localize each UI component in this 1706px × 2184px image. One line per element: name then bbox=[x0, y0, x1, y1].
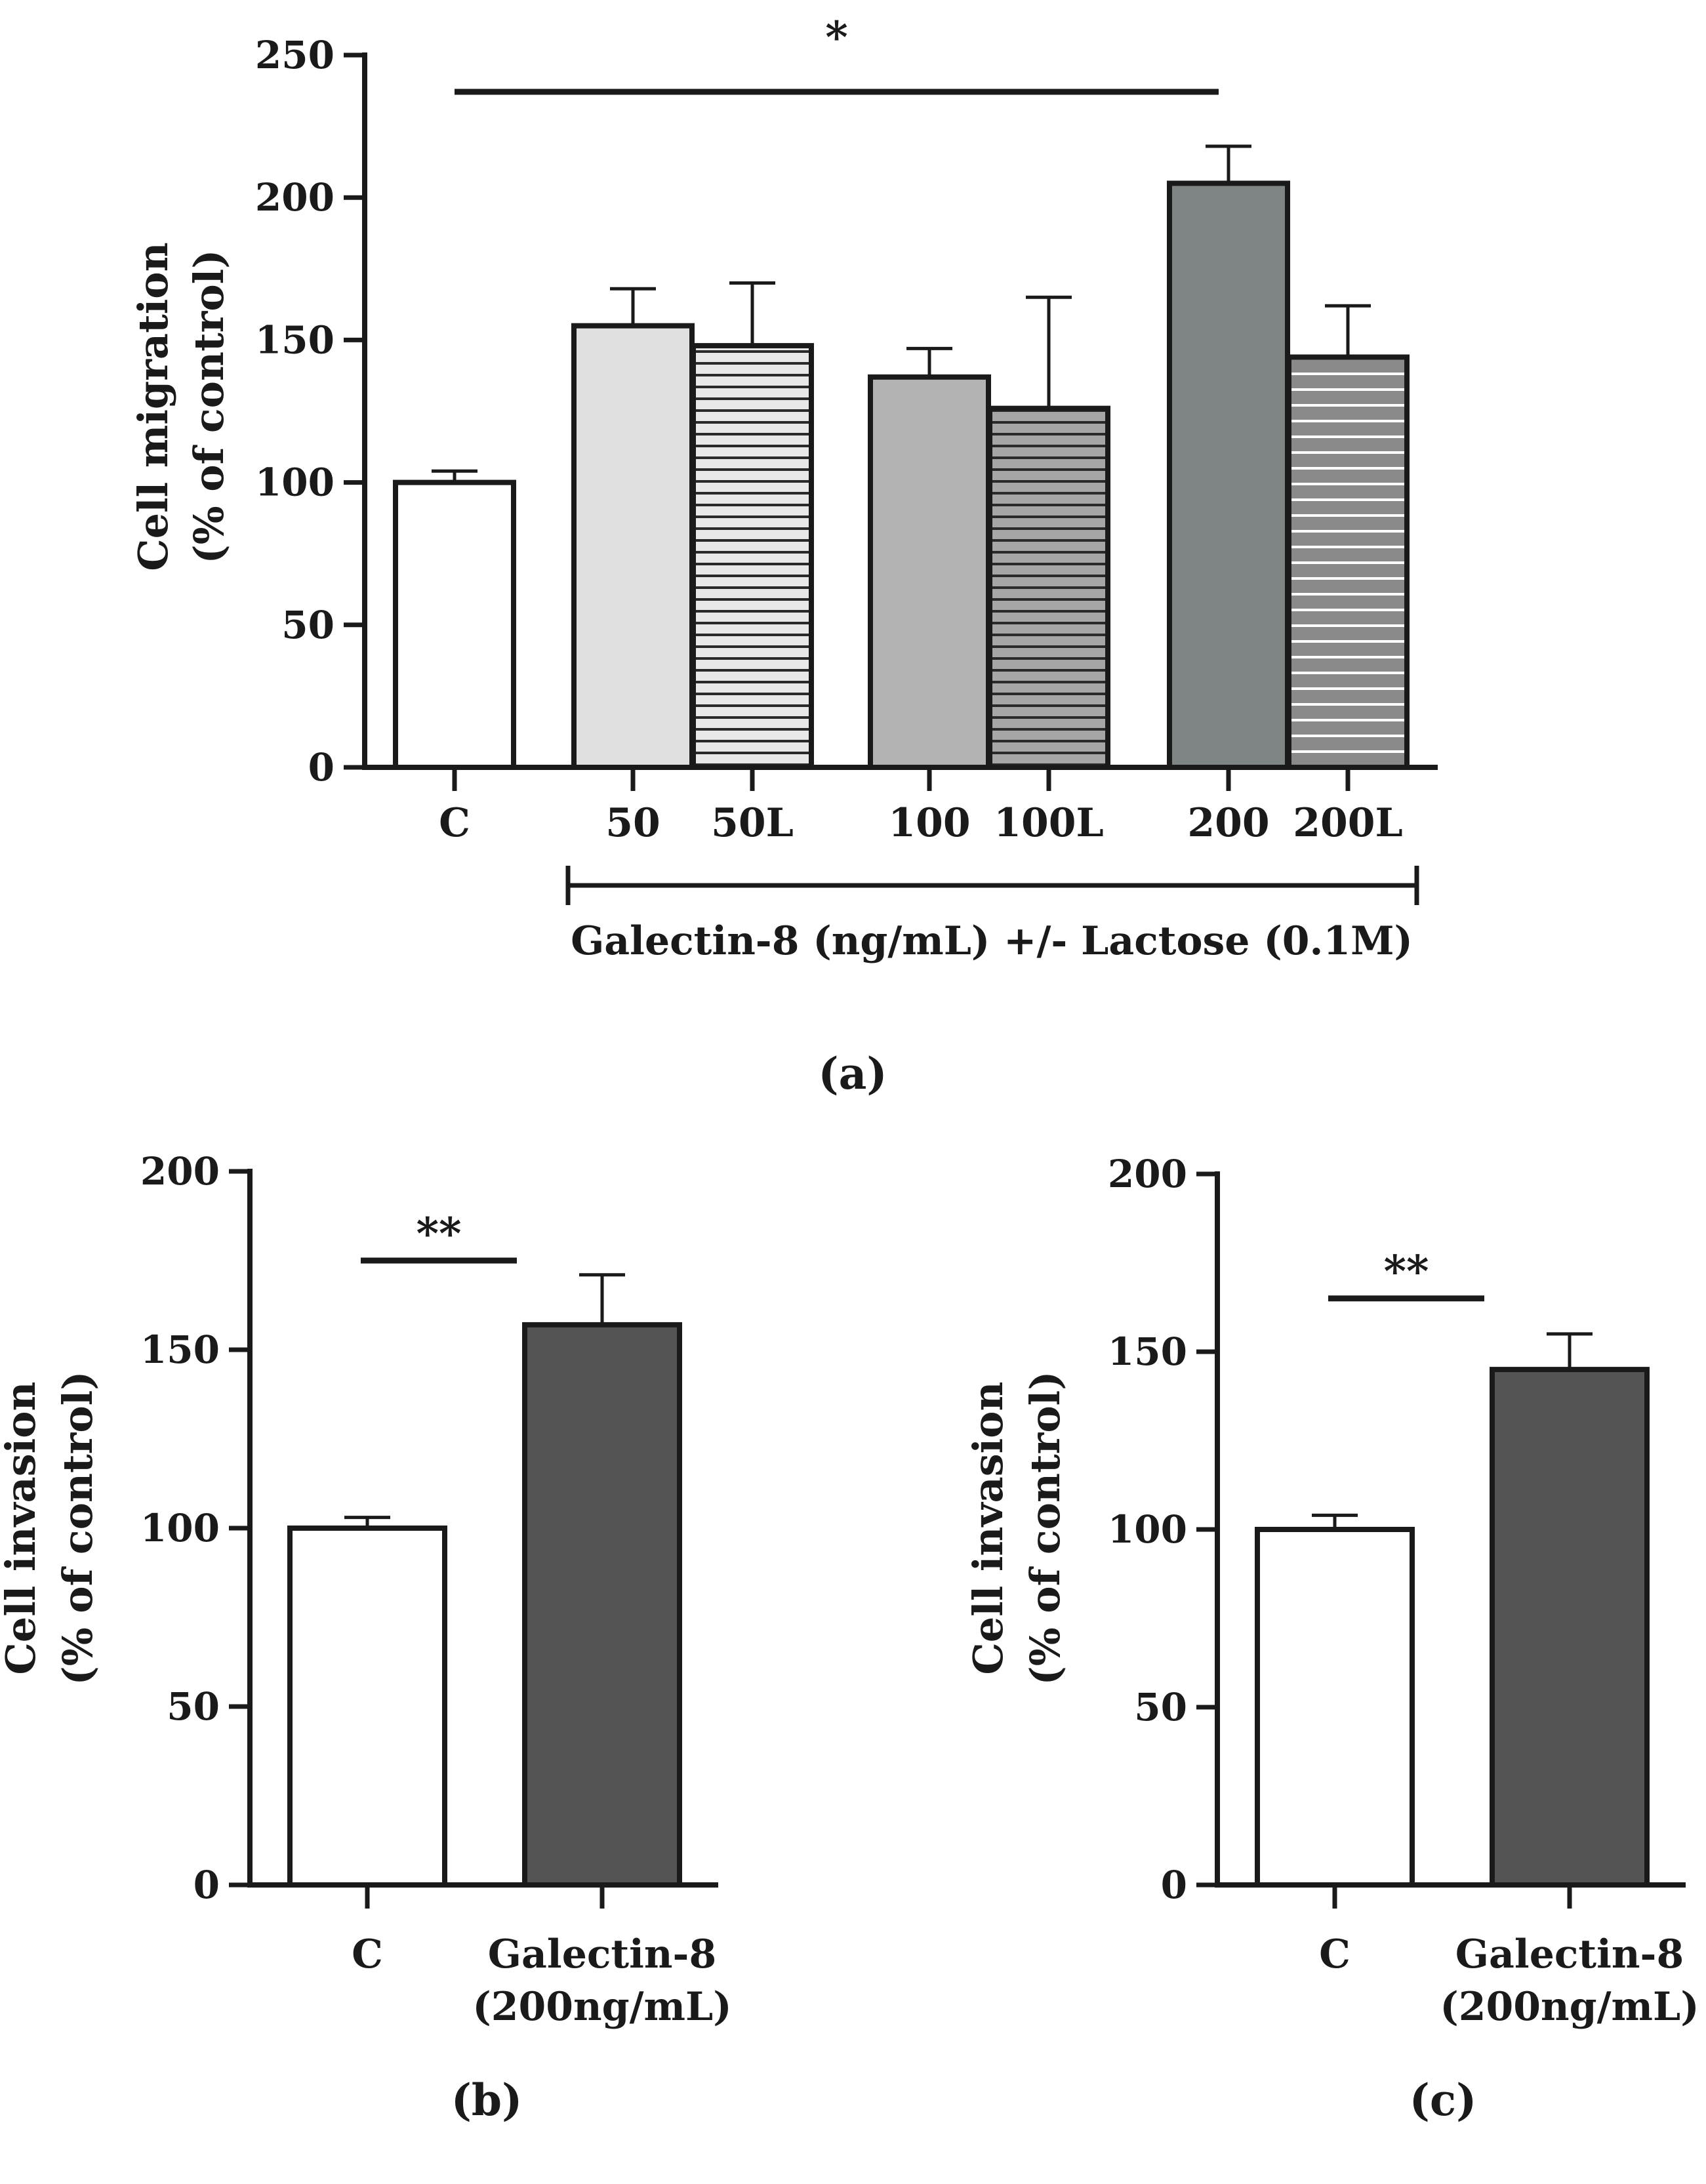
x-tick-label: 200 bbox=[1187, 800, 1269, 846]
y-axis-title: (% of control) bbox=[185, 249, 233, 563]
bar-C bbox=[287, 1526, 447, 1888]
x-tick-sublabel: (200ng/mL) bbox=[1440, 1984, 1699, 2030]
bar-200 bbox=[1167, 180, 1290, 771]
y-tick-label: 50 bbox=[1134, 1685, 1187, 1729]
panel-label: (b) bbox=[451, 2074, 523, 2126]
bar-C bbox=[393, 479, 516, 770]
y-tick-label: 150 bbox=[255, 317, 335, 362]
chart-panel-a: 0 50 100 150 200 250 C 50 50L 100 100L 200 200L Cell … bbox=[129, 12, 1438, 1099]
bar-100L bbox=[987, 405, 1110, 770]
y-tick-label: 0 bbox=[1161, 1863, 1187, 1907]
y-tick-label: 100 bbox=[1108, 1507, 1187, 1552]
bar-50 bbox=[571, 323, 695, 770]
bar-Galectin-8 bbox=[522, 1322, 682, 1888]
chart-panel-c: 0 50 100 150 200 C Galectin-8 (200ng/mL) Cell in… bbox=[964, 1152, 1699, 2126]
bar-50L bbox=[691, 343, 814, 770]
x-tick-label: C bbox=[439, 800, 470, 846]
x-tick-sublabel: (200ng/mL) bbox=[472, 1984, 731, 2030]
y-axis-title: (% of control) bbox=[1021, 1371, 1069, 1685]
group-bracket-label: Galectin-8 (ng/mL) +/- Lactose (0.1M) bbox=[571, 918, 1413, 964]
x-tick-label: 200L bbox=[1293, 800, 1402, 846]
y-tick-label: 200 bbox=[140, 1149, 220, 1194]
y-tick-label: 150 bbox=[1108, 1329, 1187, 1374]
y-tick-label: 250 bbox=[255, 33, 335, 77]
bar-C bbox=[1255, 1527, 1415, 1888]
y-tick-label: 100 bbox=[140, 1506, 220, 1550]
x-tick-label: 50L bbox=[711, 800, 794, 846]
chart-panel-b: 0 50 100 150 200 C Galectin-8 (200ng/mL) Cell in… bbox=[0, 1149, 732, 2126]
significance-marker: * bbox=[825, 12, 848, 63]
y-tick-label: 50 bbox=[281, 603, 335, 647]
x-tick-label: Galectin-8 bbox=[1455, 1931, 1684, 1977]
x-tick-label: 100 bbox=[888, 800, 970, 846]
bar-100 bbox=[868, 374, 991, 770]
x-tick-label: Galectin-8 bbox=[488, 1931, 716, 1977]
y-axis-title: Cell invasion bbox=[0, 1381, 45, 1674]
y-tick-label: 50 bbox=[167, 1684, 220, 1729]
y-tick-label: 100 bbox=[255, 460, 335, 505]
significance-marker: ** bbox=[416, 1208, 461, 1259]
y-tick-label: 150 bbox=[140, 1327, 220, 1372]
x-tick-label: C bbox=[352, 1931, 383, 1977]
y-axis-title: Cell invasion bbox=[964, 1381, 1012, 1674]
y-tick-label: 0 bbox=[193, 1863, 220, 1907]
y-tick-label: 200 bbox=[1108, 1152, 1187, 1196]
y-tick-label: 0 bbox=[308, 745, 335, 790]
panel-label: (c) bbox=[1410, 2074, 1477, 2126]
y-axis-title: (% of control) bbox=[54, 1371, 102, 1685]
y-axis-title: Cell migration bbox=[129, 242, 177, 571]
bar-Galectin-8 bbox=[1490, 1367, 1650, 1888]
y-tick-label: 200 bbox=[255, 175, 335, 220]
x-tick-label: 50 bbox=[605, 800, 660, 846]
x-tick-label: 100L bbox=[994, 800, 1103, 846]
x-tick-label: C bbox=[1319, 1931, 1351, 1977]
significance-marker: ** bbox=[1383, 1246, 1429, 1297]
panel-label: (a) bbox=[818, 1048, 887, 1099]
bar-200L bbox=[1286, 354, 1410, 770]
